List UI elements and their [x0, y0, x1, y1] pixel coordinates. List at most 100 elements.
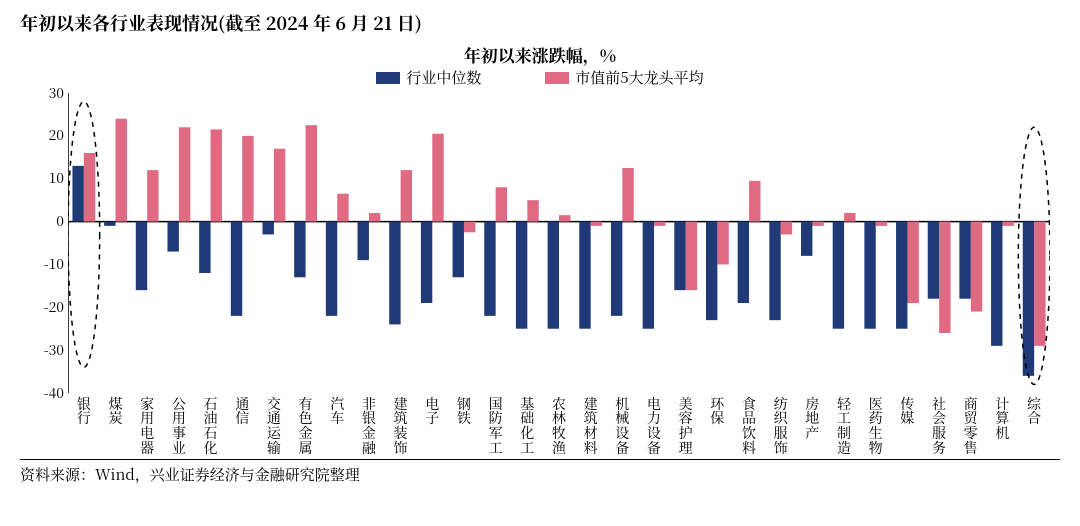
x-category-label: 电子 — [416, 393, 448, 456]
x-category-label: 电力设备 — [638, 393, 670, 456]
bar-series1 — [104, 221, 115, 225]
bar-series1 — [579, 221, 590, 328]
bar-series1 — [421, 221, 432, 302]
bar-series2 — [211, 129, 222, 221]
legend: 行业中位数 市值前5大龙头平均 — [20, 67, 1060, 89]
x-category-label: 通信 — [226, 393, 258, 456]
bar-series2 — [876, 221, 887, 225]
bar-series1 — [611, 221, 622, 315]
legend-label-series1: 行业中位数 — [406, 67, 481, 88]
bar-series2 — [496, 187, 507, 221]
bar-series2 — [369, 213, 380, 222]
y-axis-labels: -40-30-20-100102030 — [28, 93, 64, 393]
x-category-label: 公用事业 — [163, 393, 195, 456]
bar-series2 — [781, 221, 792, 234]
y-tick-label: -30 — [28, 340, 64, 360]
x-category-label: 非银金融 — [353, 393, 385, 456]
legend-swatch-series1 — [376, 72, 400, 84]
x-axis-labels: 银行煤炭家用电器公用事业石油石化通信交通运输有色金属汽车非银金融建筑装饰电子钢铁… — [68, 393, 1050, 456]
x-category-label: 社会服务 — [923, 393, 955, 456]
y-tick-label: 10 — [28, 168, 64, 188]
bar-series2 — [464, 221, 475, 232]
bar-series2 — [686, 221, 697, 290]
bar-series1 — [167, 221, 178, 251]
figure-root: 年初以来各行业表现情况(截至 2024 年 6 月 21 日) 年初以来涨跌幅，… — [0, 0, 1080, 526]
x-category-label: 有色金属 — [290, 393, 322, 456]
bar-series1 — [453, 221, 464, 277]
bar-series1 — [674, 221, 685, 290]
bar-series2 — [179, 127, 190, 221]
x-category-label: 机械设备 — [606, 393, 638, 456]
bar-series1 — [738, 221, 749, 302]
bar-series1 — [389, 221, 400, 324]
bar-series1 — [643, 221, 654, 328]
bar-series2 — [147, 170, 158, 221]
bar-series1 — [833, 221, 844, 328]
y-tick-label: 0 — [28, 211, 64, 231]
x-category-label: 食品饮料 — [733, 393, 765, 456]
bar-series2 — [527, 200, 538, 221]
bar-series1 — [484, 221, 495, 315]
bar-series2 — [242, 135, 253, 221]
bar-series2 — [654, 221, 665, 225]
chart-subtitle: 年初以来涨跌幅，% — [20, 42, 1060, 67]
figure-title: 年初以来各行业表现情况(截至 2024 年 6 月 21 日) — [20, 10, 1060, 42]
bar-series1 — [358, 221, 369, 260]
bar-series1 — [326, 221, 337, 315]
y-tick-label: -20 — [28, 297, 64, 317]
x-category-label: 农林牧渔 — [543, 393, 575, 456]
bar-series1 — [199, 221, 210, 272]
bar-series1 — [294, 221, 305, 277]
bar-series1 — [72, 165, 83, 221]
bar-series1 — [769, 221, 780, 320]
bar-series2 — [591, 221, 602, 225]
bar-series1 — [864, 221, 875, 328]
chart-svg — [68, 93, 1050, 393]
bar-series1 — [706, 221, 717, 320]
bar-series1 — [231, 221, 242, 315]
bar-series2 — [274, 148, 285, 221]
x-category-label: 汽车 — [321, 393, 353, 456]
bar-series1 — [959, 221, 970, 298]
source-text: 资料来源：Wind，兴业证券经济与金融研究院整理 — [20, 459, 1060, 485]
x-category-label: 综合 — [1018, 393, 1050, 456]
x-category-label: 交通运输 — [258, 393, 290, 456]
highlight-ellipse — [68, 101, 100, 367]
bar-series2 — [1002, 221, 1013, 225]
legend-item-series1: 行业中位数 — [376, 67, 481, 88]
x-category-label: 传媒 — [891, 393, 923, 456]
x-category-label: 煤炭 — [100, 393, 132, 456]
x-category-label: 国防军工 — [480, 393, 512, 456]
bar-series2 — [337, 193, 348, 221]
bar-series2 — [116, 118, 127, 221]
bar-series1 — [516, 221, 527, 328]
bar-series1 — [1023, 221, 1034, 375]
bar-series2 — [907, 221, 918, 302]
x-category-label: 建筑材料 — [575, 393, 607, 456]
x-category-label: 医药生物 — [860, 393, 892, 456]
y-tick-label: -40 — [28, 383, 64, 403]
x-category-label: 基础化工 — [511, 393, 543, 456]
legend-swatch-series2 — [545, 72, 569, 84]
bar-series2 — [717, 221, 728, 264]
bar-series2 — [401, 170, 412, 221]
bar-series2 — [812, 221, 823, 225]
x-category-label: 轻工制造 — [828, 393, 860, 456]
bar-series2 — [559, 215, 570, 221]
legend-item-series2: 市值前5大龙头平均 — [545, 67, 703, 88]
y-tick-label: 20 — [28, 125, 64, 145]
bar-series2 — [84, 153, 95, 222]
x-category-label: 美容护理 — [670, 393, 702, 456]
bar-series1 — [262, 221, 273, 234]
bar-series1 — [548, 221, 559, 328]
bar-series2 — [622, 168, 633, 222]
bar-series2 — [749, 180, 760, 221]
x-category-label: 银行 — [68, 393, 100, 456]
bar-series2 — [1034, 221, 1045, 345]
y-tick-label: -10 — [28, 254, 64, 274]
bar-series2 — [971, 221, 982, 311]
bar-series2 — [844, 213, 855, 222]
x-category-label: 商贸零售 — [955, 393, 987, 456]
bar-series2 — [432, 133, 443, 221]
bar-series1 — [136, 221, 147, 290]
